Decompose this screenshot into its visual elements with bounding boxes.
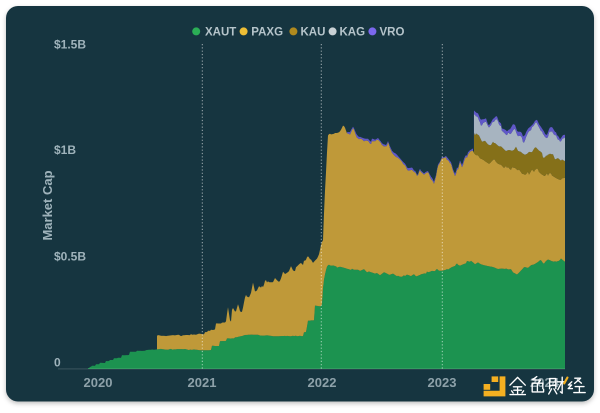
svg-text:$1B: $1B	[54, 143, 76, 157]
svg-text:$1.5B: $1.5B	[54, 38, 86, 52]
svg-text:2022: 2022	[308, 375, 337, 390]
svg-text:2020: 2020	[84, 375, 113, 390]
svg-text:$0.5B: $0.5B	[54, 250, 86, 264]
svg-text:0: 0	[54, 356, 61, 370]
svg-text:VRO: VRO	[380, 27, 405, 39]
svg-text:2021: 2021	[188, 375, 217, 390]
svg-text:XAUT: XAUT	[205, 27, 236, 39]
svg-text:KAU: KAU	[301, 27, 326, 39]
svg-text:2023: 2023	[428, 375, 457, 390]
svg-text:Market Cap: Market Cap	[40, 170, 55, 240]
svg-text:KAG: KAG	[340, 27, 366, 39]
svg-text:PAXG: PAXG	[251, 27, 283, 39]
